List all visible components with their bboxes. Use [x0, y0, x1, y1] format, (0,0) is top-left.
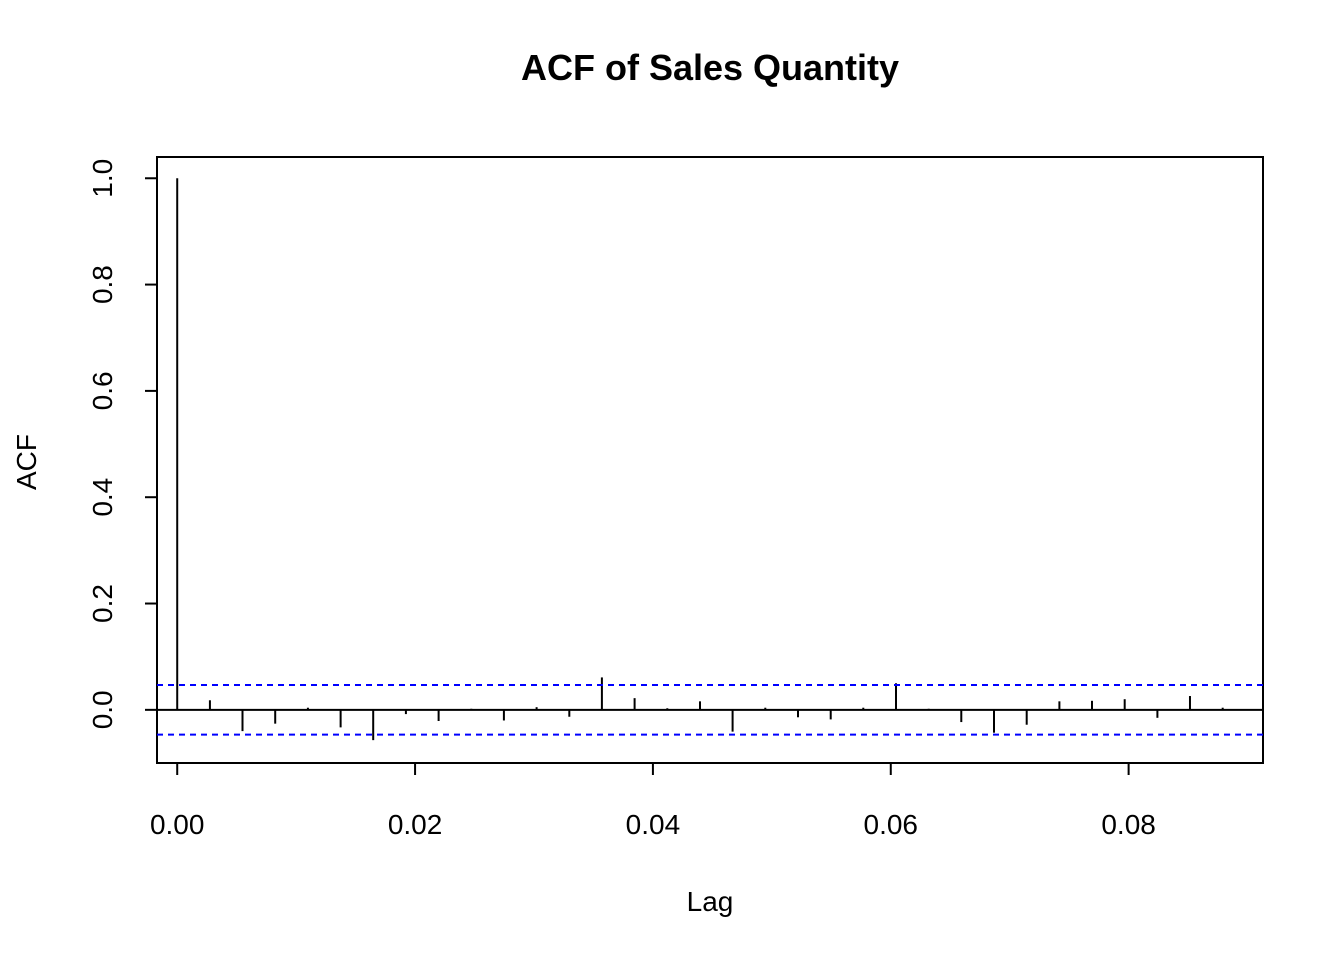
x-axis: 0.00 0.02 0.04 0.06 0.08 [150, 762, 1156, 840]
acf-bars [176, 178, 1224, 741]
y-tick-label: 0.8 [87, 265, 118, 304]
y-tick-label: 0.0 [87, 690, 118, 729]
y-tick-label: 0.6 [87, 371, 118, 410]
x-tick-label: 0.00 [150, 809, 205, 840]
x-tick-label: 0.02 [388, 809, 443, 840]
plot-frame [156, 156, 1264, 764]
confidence-bounds [157, 684, 1263, 736]
x-tick-label: 0.04 [626, 809, 681, 840]
x-tick-label: 0.08 [1101, 809, 1156, 840]
y-axis: 0.0 0.2 0.4 0.6 0.8 1.0 [87, 159, 158, 729]
x-axis-label: Lag [687, 886, 734, 917]
chart-title: ACF of Sales Quantity [521, 47, 899, 88]
y-tick-label: 1.0 [87, 159, 118, 198]
y-axis-label: ACF [11, 434, 42, 490]
y-tick-label: 0.4 [87, 478, 118, 517]
x-tick-label: 0.06 [864, 809, 919, 840]
y-tick-label: 0.2 [87, 584, 118, 623]
